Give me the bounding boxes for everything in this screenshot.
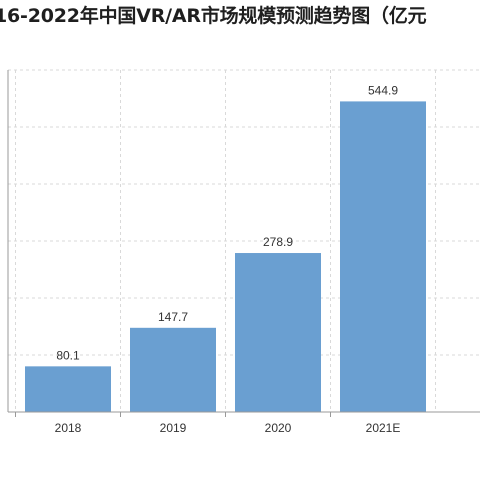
bar-2021E	[340, 101, 426, 413]
data-label-2020: 278.9	[263, 235, 293, 249]
data-label-2018: 80.1	[56, 348, 80, 362]
labels: 80.1 2018 147.7 2019 278.9 2020 544.9 2021E	[55, 83, 401, 435]
bar-2018	[25, 366, 111, 412]
bars	[25, 101, 426, 413]
bar-2019	[130, 327, 216, 412]
chart-title: 16-2022年中国VR/AR市场规模预测趋势图（亿元	[0, 5, 427, 27]
x-axis	[7, 70, 480, 417]
x-tick-label-2019: 2019	[160, 421, 187, 435]
x-tick-label-2020: 2020	[265, 421, 292, 435]
data-label-2019: 147.7	[158, 310, 188, 324]
x-tick-label-2021E: 2021E	[366, 421, 401, 435]
bar-2020	[235, 253, 321, 412]
data-label-2021E: 544.9	[368, 83, 398, 97]
x-tick-label-2018: 2018	[55, 421, 82, 435]
